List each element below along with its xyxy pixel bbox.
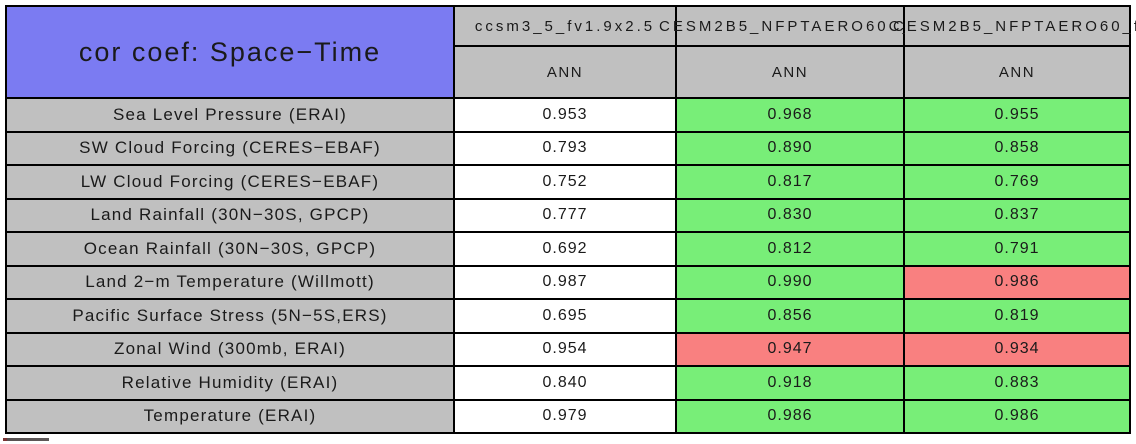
cor-coef-table: cor coef: Space−Time ccsm3_5_fv1.9x2.5 C… <box>5 5 1136 434</box>
value-cell: 0.934 <box>905 333 1129 365</box>
value-cell: 0.986 <box>677 400 903 432</box>
value-cell: 0.752 <box>455 166 675 198</box>
value-cell: 0.890 <box>677 132 903 164</box>
column-header-model-2: CESM2B5_NFPTAERO60C_f <box>659 7 918 45</box>
value-cell: 0.830 <box>677 199 903 231</box>
row-label: Relative Humidity (ERAI) <box>7 367 453 399</box>
value-cell: 0.793 <box>455 132 675 164</box>
value-cell: 0.947 <box>677 333 903 365</box>
value-cell: 0.769 <box>905 166 1129 198</box>
value-cell: 0.918 <box>677 367 903 399</box>
value-cell: 0.840 <box>455 367 675 399</box>
value-cell: 0.954 <box>455 333 675 365</box>
value-cell: 0.837 <box>905 199 1129 231</box>
value-cell: 0.883 <box>905 367 1129 399</box>
column-subheader-season-1: ANN <box>455 47 675 97</box>
value-cell: 0.692 <box>455 233 675 265</box>
value-cell: 0.856 <box>677 300 903 332</box>
row-label: Ocean Rainfall (30N−30S, GPCP) <box>7 233 453 265</box>
value-cell: 0.858 <box>905 132 1129 164</box>
value-cell: 0.968 <box>677 99 903 131</box>
value-cell: 0.819 <box>905 300 1129 332</box>
value-cell: 0.791 <box>905 233 1129 265</box>
value-cell: 0.986 <box>905 266 1129 298</box>
row-label: Land 2−m Temperature (Willmott) <box>7 266 453 298</box>
row-label: Temperature (ERAI) <box>7 400 453 432</box>
row-label: Pacific Surface Stress (5N−5S,ERS) <box>7 300 453 332</box>
value-cell: 0.986 <box>905 400 1129 432</box>
row-label: Sea Level Pressure (ERAI) <box>7 99 453 131</box>
value-cell: 0.979 <box>455 400 675 432</box>
next-table-edge-fragment <box>3 438 49 441</box>
value-cell: 0.953 <box>455 99 675 131</box>
row-label: Zonal Wind (300mb, ERAI) <box>7 333 453 365</box>
value-cell: 0.695 <box>455 300 675 332</box>
column-subheader-season-2: ANN <box>677 47 903 97</box>
table-title: cor coef: Space−Time <box>7 7 453 97</box>
value-cell: 0.987 <box>455 266 675 298</box>
column-header-model-3: CESM2B5_NFPTAERO60_f <box>893 7 1136 45</box>
value-cell: 0.777 <box>455 199 675 231</box>
value-cell: 0.812 <box>677 233 903 265</box>
row-label: SW Cloud Forcing (CERES−EBAF) <box>7 132 453 164</box>
value-cell: 0.817 <box>677 166 903 198</box>
row-label: Land Rainfall (30N−30S, GPCP) <box>7 199 453 231</box>
row-label: LW Cloud Forcing (CERES−EBAF) <box>7 166 453 198</box>
value-cell: 0.990 <box>677 266 903 298</box>
value-cell: 0.955 <box>905 99 1129 131</box>
column-subheader-season-3: ANN <box>905 47 1129 97</box>
column-header-model-1: ccsm3_5_fv1.9x2.5 <box>455 7 675 45</box>
